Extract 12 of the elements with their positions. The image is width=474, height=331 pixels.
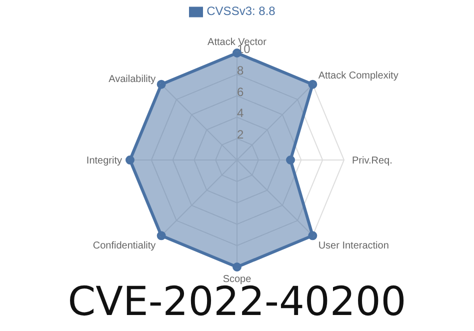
- y-tick-label: 4: [237, 106, 244, 120]
- y-tick-label: 8: [237, 63, 244, 78]
- spoke-label: Availability: [108, 74, 156, 86]
- spoke-label: User Interaction: [318, 240, 389, 252]
- spoke-label: Scope: [222, 274, 252, 286]
- y-tick-label: 6: [237, 84, 244, 99]
- y-tick-label: 2: [237, 128, 244, 142]
- spoke-label: Priv.Req.: [352, 156, 392, 167]
- spoke-label: Confidentiality: [92, 240, 156, 252]
- spoke-label: Attack Complexity: [318, 70, 398, 82]
- spoke-label: Integrity: [86, 156, 122, 167]
- legend-label: CVSSv3: 8.8: [206, 4, 276, 18]
